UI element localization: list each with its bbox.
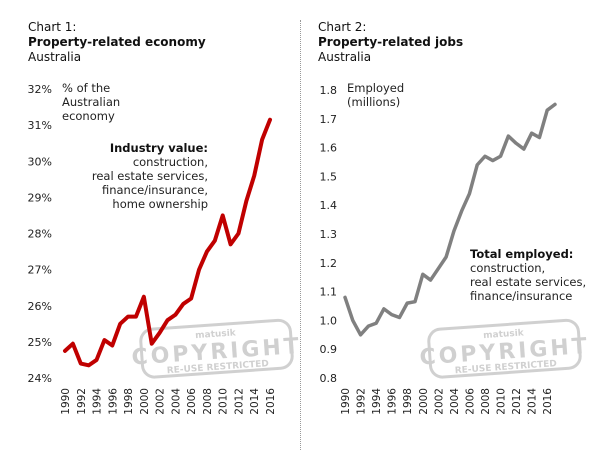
x-tick-label: 2008	[480, 388, 492, 415]
annotation-line: finance/insurance,	[102, 183, 208, 197]
y-tick-label: 31%	[28, 119, 52, 132]
y-tick-label: 0.9	[320, 343, 338, 356]
series-line	[343, 102, 557, 337]
x-tick-label: 2010	[218, 388, 230, 415]
y-tick-label: 1.5	[320, 170, 338, 183]
annotation-line: real estate services,	[470, 275, 586, 289]
y-tick-label: 30%	[28, 155, 52, 168]
x-tick-label: 2008	[202, 388, 214, 415]
x-tick-label: 1992	[356, 388, 368, 415]
x-tick-label: 2014	[527, 388, 539, 415]
x-tick-label: 2006	[464, 388, 476, 415]
x-tick-label: 1998	[123, 388, 135, 415]
x-tick-label: 2016	[542, 388, 554, 415]
x-tick-label: 2002	[155, 388, 167, 415]
x-tick-label: 1994	[92, 388, 104, 415]
y-tick-label: 1.6	[320, 142, 338, 155]
x-tick-label: 2012	[511, 388, 523, 415]
x-tick-label: 1990	[340, 388, 352, 415]
svg-text:matusik: matusik	[483, 328, 525, 341]
y-tick-label: 1.8	[320, 84, 338, 97]
y-tick-label: 25%	[28, 336, 52, 349]
y-tick-label: 32%	[28, 83, 52, 96]
annotation-line: construction,	[133, 155, 208, 169]
x-tick-label: 2002	[433, 388, 445, 415]
y-tick-label: 28%	[28, 228, 52, 241]
chart2-region: Australia	[318, 50, 372, 64]
annotation-line: home ownership	[112, 197, 208, 211]
y-tick-label: 1.1	[320, 286, 338, 299]
y-axis-label: % of the	[62, 81, 110, 95]
svg-text:matusik: matusik	[195, 328, 237, 341]
chart1-subtitle: Property-related economy	[28, 35, 206, 49]
chart1-title-block: Chart 1: Property-related economy Austra…	[28, 20, 206, 65]
x-tick-label: 2000	[139, 388, 151, 415]
x-tick-label: 2004	[170, 388, 182, 415]
y-axis-label: Australian	[62, 95, 120, 109]
x-tick-label: 2006	[186, 388, 198, 415]
y-tick-label: 26%	[28, 300, 52, 313]
y-tick-label: 29%	[28, 191, 52, 204]
annotation-heading: Total employed:	[470, 247, 573, 261]
y-tick-label: 27%	[28, 264, 52, 277]
y-tick-label: 1.4	[320, 199, 338, 212]
x-tick-label: 2016	[265, 388, 277, 415]
x-tick-label: 1998	[402, 388, 414, 415]
y-tick-label: 1.7	[320, 113, 338, 126]
y-tick-label: 24%	[28, 372, 52, 385]
chart2: 0.8 0.9 1.0 1.1 1.2 1.3 1.4 1.5 1.6 1.7 1.8 1990 199…	[320, 81, 591, 415]
y-tick-label: 1.3	[320, 228, 338, 241]
x-tick-label: 1990	[60, 388, 72, 415]
x-tick-label: 2014	[249, 388, 261, 415]
y-axis-label: (millions)	[347, 95, 400, 109]
x-tick-label: 1996	[387, 388, 399, 415]
x-tick-label: 2000	[418, 388, 430, 415]
y-tick-label: 1.2	[320, 257, 338, 270]
x-tick-label: 2012	[233, 388, 245, 415]
x-tick-label: 2004	[449, 388, 461, 415]
annotation-line: real estate services,	[92, 169, 208, 183]
x-tick-label: 1994	[371, 388, 383, 415]
chart1-region: Australia	[28, 50, 82, 64]
chart2-subtitle: Property-related jobs	[318, 35, 464, 49]
annotation-heading: Industry value:	[110, 141, 208, 155]
y-axis-label: economy	[62, 109, 115, 123]
x-tick-label: 1992	[76, 388, 88, 415]
y-axis-label: Employed	[347, 81, 404, 95]
annotation-line: construction,	[470, 261, 545, 275]
chart2-title-block: Chart 2: Property-related jobs Australia	[318, 20, 463, 65]
annotation-line: finance/insurance	[470, 289, 572, 303]
chart-divider	[300, 20, 301, 450]
x-tick-label: 2010	[496, 388, 508, 415]
x-tick-label: 1996	[107, 388, 119, 415]
chart1-title: Chart 1:	[28, 20, 77, 34]
chart1: 24%25%26%27%28%29%30%31%32%1990 1992 1994 1…	[28, 81, 303, 415]
y-tick-label: 0.8	[320, 372, 338, 385]
y-tick-label: 1.0	[320, 314, 338, 327]
chart2-title: Chart 2:	[318, 20, 367, 34]
